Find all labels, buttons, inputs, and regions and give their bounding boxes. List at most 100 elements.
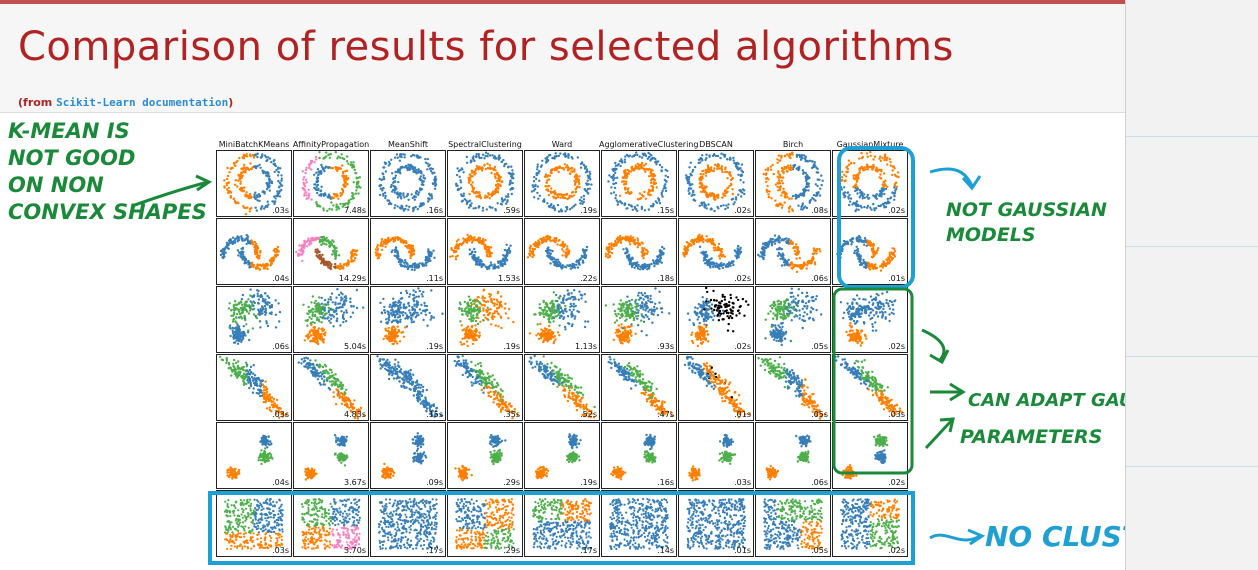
- data-point: [620, 160, 624, 163]
- data-point: [468, 192, 471, 196]
- data-point: [555, 258, 558, 261]
- data-point: [500, 197, 504, 200]
- data-point: [565, 208, 569, 211]
- data-point: [547, 246, 550, 249]
- data-point: [787, 242, 790, 245]
- data-point: [576, 266, 580, 269]
- data-point: [252, 243, 255, 246]
- data-point: [801, 208, 804, 211]
- data-point: [249, 153, 252, 156]
- data-point: [570, 206, 574, 209]
- data-point: [352, 181, 355, 184]
- data-point: [882, 172, 886, 175]
- data-point: [875, 197, 879, 200]
- data-point: [723, 194, 727, 197]
- data-point: [813, 263, 817, 266]
- data-point: [866, 155, 869, 158]
- data-point: [416, 263, 419, 266]
- data-point: [318, 296, 321, 299]
- data-point: [358, 176, 361, 179]
- data-point: [393, 191, 396, 194]
- data-point: [815, 171, 818, 174]
- data-point: [510, 165, 513, 168]
- data-point: [332, 204, 335, 207]
- data-point: [690, 244, 693, 247]
- data-point: [846, 191, 850, 194]
- data-point: [497, 265, 500, 268]
- data-point: [892, 165, 895, 168]
- data-point: [247, 298, 250, 301]
- data-point: [318, 250, 321, 253]
- data-point: [494, 176, 497, 180]
- data-point: [766, 189, 769, 193]
- data-point: [424, 255, 428, 259]
- data-point: [245, 191, 248, 194]
- data-point: [687, 189, 690, 192]
- data-point: [530, 190, 534, 193]
- data-point: [567, 169, 570, 172]
- data-point: [498, 183, 501, 187]
- data-point: [503, 164, 506, 168]
- data-point: [869, 244, 872, 248]
- data-point: [706, 166, 710, 169]
- data-point: [547, 189, 550, 193]
- data-point: [573, 179, 576, 182]
- data-point: [801, 169, 804, 172]
- data-point: [376, 245, 379, 249]
- data-point: [720, 166, 723, 170]
- data-point: [404, 207, 407, 211]
- data-point: [380, 240, 384, 243]
- data-point: [259, 251, 262, 254]
- data-point: [237, 308, 241, 312]
- data-point: [651, 169, 654, 172]
- data-point: [583, 188, 586, 191]
- data-point: [737, 168, 740, 171]
- data-point: [584, 256, 587, 259]
- data-point: [303, 192, 306, 195]
- data-point: [481, 209, 485, 212]
- data-point: [607, 180, 610, 183]
- data-point: [273, 200, 276, 204]
- data-point: [382, 175, 385, 179]
- data-point: [767, 195, 770, 199]
- data-point: [251, 153, 255, 157]
- data-point: [318, 194, 321, 197]
- data-point: [329, 307, 333, 310]
- data-point: [266, 156, 270, 159]
- result-cell: 7.48s: [293, 150, 369, 217]
- data-point: [782, 187, 785, 190]
- data-point: [572, 205, 576, 208]
- data-point: [319, 189, 322, 193]
- data-point: [896, 171, 900, 174]
- data-point: [316, 256, 320, 259]
- data-point: [761, 242, 765, 245]
- data-point: [715, 194, 718, 197]
- data-point: [233, 300, 237, 303]
- data-point: [570, 166, 573, 170]
- data-point: [731, 192, 735, 196]
- data-point: [840, 188, 844, 191]
- data-point: [241, 250, 244, 253]
- data-point: [639, 167, 642, 170]
- data-point: [737, 244, 740, 248]
- data-point: [644, 162, 648, 166]
- data-point: [234, 179, 237, 182]
- data-point: [836, 255, 840, 258]
- data-point: [394, 204, 397, 207]
- data-point: [717, 242, 721, 246]
- data-point: [700, 239, 703, 242]
- data-point: [776, 161, 779, 164]
- data-point: [718, 167, 721, 170]
- data-point: [468, 180, 471, 183]
- data-point: [786, 164, 790, 167]
- data-point: [875, 251, 878, 255]
- data-point: [326, 209, 329, 213]
- data-point: [303, 184, 306, 187]
- data-point: [528, 246, 531, 250]
- data-point: [244, 318, 247, 322]
- data-point: [549, 171, 552, 174]
- data-point: [704, 168, 708, 172]
- data-point: [798, 256, 801, 260]
- data-point: [710, 207, 713, 210]
- data-point: [626, 207, 629, 210]
